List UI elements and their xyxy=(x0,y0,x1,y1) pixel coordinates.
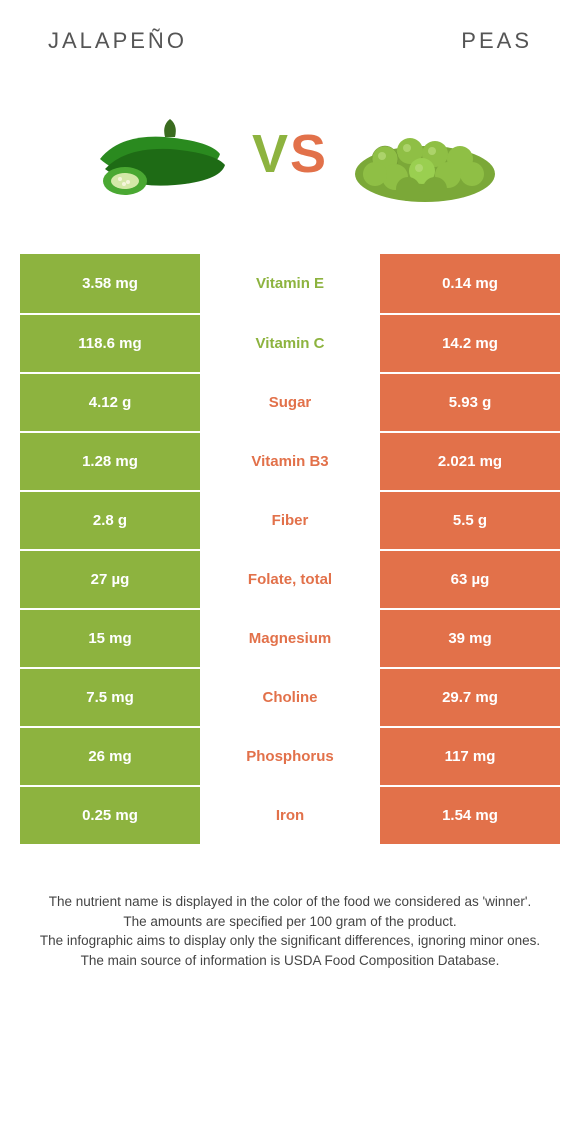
table-row: 15 mgMagnesium39 mg xyxy=(20,608,560,667)
value-left: 4.12 g xyxy=(20,374,200,431)
vs-label: VS xyxy=(252,123,328,185)
footer-line: The main source of information is USDA F… xyxy=(28,951,552,971)
value-right: 117 mg xyxy=(380,728,560,785)
peas-icon xyxy=(340,94,510,214)
nutrient-label: Vitamin B3 xyxy=(200,433,380,490)
value-left: 118.6 mg xyxy=(20,315,200,372)
footer-line: The infographic aims to display only the… xyxy=(28,931,552,951)
table-row: 27 µgFolate, total63 µg xyxy=(20,549,560,608)
value-right: 5.5 g xyxy=(380,492,560,549)
header: JALAPEÑO PEAS xyxy=(0,0,580,54)
nutrient-label: Sugar xyxy=(200,374,380,431)
table-row: 4.12 gSugar5.93 g xyxy=(20,372,560,431)
value-right: 14.2 mg xyxy=(380,315,560,372)
table-row: 3.58 mgVitamin E0.14 mg xyxy=(20,254,560,313)
nutrient-table: 3.58 mgVitamin E0.14 mg118.6 mgVitamin C… xyxy=(20,254,560,844)
value-right: 29.7 mg xyxy=(380,669,560,726)
vs-v: V xyxy=(252,124,290,184)
value-left: 27 µg xyxy=(20,551,200,608)
vs-row: VS xyxy=(0,94,580,214)
value-left: 2.8 g xyxy=(20,492,200,549)
value-right: 0.14 mg xyxy=(380,254,560,313)
nutrient-label: Phosphorus xyxy=(200,728,380,785)
value-left: 0.25 mg xyxy=(20,787,200,844)
footer-line: The nutrient name is displayed in the co… xyxy=(28,892,552,912)
value-right: 1.54 mg xyxy=(380,787,560,844)
value-right: 2.021 mg xyxy=(380,433,560,490)
value-left: 1.28 mg xyxy=(20,433,200,490)
nutrient-label: Choline xyxy=(200,669,380,726)
food-title-right: PEAS xyxy=(461,28,532,54)
nutrient-label: Vitamin C xyxy=(200,315,380,372)
value-left: 26 mg xyxy=(20,728,200,785)
table-row: 118.6 mgVitamin C14.2 mg xyxy=(20,313,560,372)
nutrient-label: Vitamin E xyxy=(200,254,380,313)
nutrient-label: Fiber xyxy=(200,492,380,549)
value-right: 5.93 g xyxy=(380,374,560,431)
nutrient-label: Magnesium xyxy=(200,610,380,667)
nutrient-label: Folate, total xyxy=(200,551,380,608)
footer-line: The amounts are specified per 100 gram o… xyxy=(28,912,552,932)
value-left: 3.58 mg xyxy=(20,254,200,313)
value-right: 63 µg xyxy=(380,551,560,608)
table-row: 1.28 mgVitamin B32.021 mg xyxy=(20,431,560,490)
table-row: 2.8 gFiber5.5 g xyxy=(20,490,560,549)
value-left: 15 mg xyxy=(20,610,200,667)
table-row: 7.5 mgCholine29.7 mg xyxy=(20,667,560,726)
jalapeno-icon xyxy=(70,94,240,214)
value-right: 39 mg xyxy=(380,610,560,667)
vs-s: S xyxy=(290,124,328,184)
footer-notes: The nutrient name is displayed in the co… xyxy=(0,892,580,970)
value-left: 7.5 mg xyxy=(20,669,200,726)
food-title-left: JALAPEÑO xyxy=(48,28,187,54)
table-row: 0.25 mgIron1.54 mg xyxy=(20,785,560,844)
nutrient-label: Iron xyxy=(200,787,380,844)
table-row: 26 mgPhosphorus117 mg xyxy=(20,726,560,785)
